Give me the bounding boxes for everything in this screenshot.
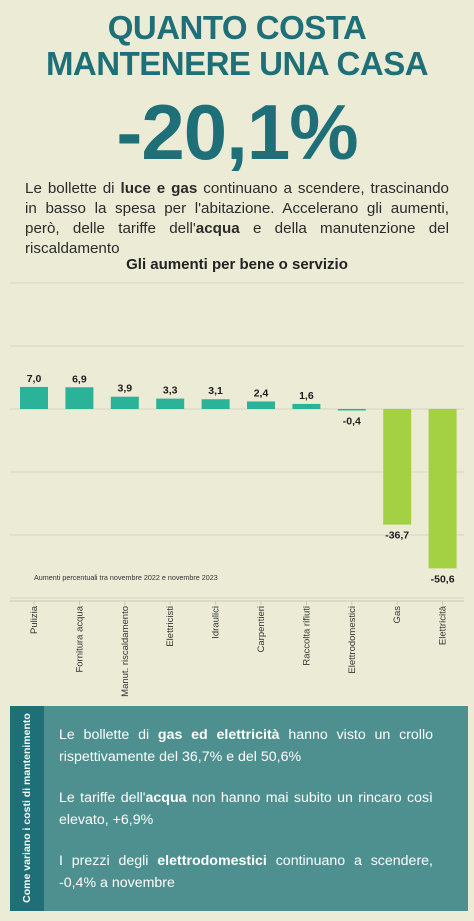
chart-note: Aumenti percentuali tra novembre 2022 e … [34,573,218,582]
summary-side-band [10,706,44,911]
chart-title: Gli aumenti per bene o servizio [126,256,348,273]
intro-text-2: continuano a scendere, trascinando in ba… [25,180,449,237]
bar [201,399,230,409]
category-label: Carpentieri [256,606,267,652]
data-label: 3,9 [117,383,132,395]
bar [156,398,185,409]
summary-box [10,706,468,911]
summary-item-3: I prezzi degli elettrodomestici continua… [59,850,433,894]
page-title: QUANTO COSTA MANTENERE UNA CASA [0,10,474,82]
bar [428,409,457,569]
data-label: 3,1 [208,385,223,397]
intro-bold-2: acqua [195,220,240,237]
intro-text-1: Le bollette di [25,180,121,197]
category-label: Elettricità [438,605,449,645]
summary-2-text-c: non hanno mai subito un rincaro così ele… [59,790,434,828]
summary-3-bold: elettrodomestici [157,853,267,869]
summary-item-1: Le bollette di gas ed elettricità hanno … [59,724,433,768]
category-label: Idraulici [211,606,222,639]
data-label: -36,7 [385,530,409,542]
category-label: Raccolta rifiuti [301,606,312,666]
data-label: 2,4 [254,387,269,399]
summary-1-text-a: Le bollette di [59,727,158,743]
data-label: 1,6 [299,390,314,402]
data-label: 6,9 [72,373,87,385]
bar [247,401,275,409]
title-line-2: MANTENERE UNA CASA [45,45,429,82]
bar [337,409,366,411]
summary-item-2: Le tariffe dell'acqua non hanno mai subi… [59,787,433,831]
bar [110,396,139,409]
category-label: Fornitura acqua [74,605,85,672]
bar [65,387,94,409]
summary-2-bold: acqua [145,790,187,806]
bar [383,409,412,525]
data-label: -50,6 [431,573,455,585]
bar [20,386,48,409]
headline-value: -20,1% [116,88,358,176]
category-label: Gas [392,606,403,624]
bar-chart: 7,0 Pulizia 6,9 Fornitura acqua 3,9 Manut. ri… [10,282,464,697]
title-line-1: QUANTO COSTA [107,9,367,46]
summary-1-bold: gas ed elettricità [157,727,280,743]
summary-side-label: Come variano i costi di mantenimento [21,713,33,903]
category-label: Manut. riscaldamento [120,606,131,697]
data-label: 3,3 [163,385,178,397]
bar [292,403,321,409]
summary-3-text-c: continuano a scendere, -0,4% a novembre [59,853,433,891]
category-label: Elettricisti [165,606,176,647]
intro-text-3: e della manutenzione del riscaldamento [25,220,449,257]
intro-paragraph: Le bollette di luce e gas continuano a s… [25,179,449,259]
intro-bold-1: luce e gas [120,180,198,197]
category-label: Pulizia [29,605,40,634]
data-label: 7,0 [27,373,42,385]
category-label: Elettrodomestici [347,606,358,674]
data-label: -0,4 [343,416,361,428]
summary-1-text-c: hanno visto un crollo rispettivamente de… [59,727,434,765]
summary-2-text-a: Le tariffe dell' [59,790,146,806]
summary-3-text-a: I prezzi degli [59,853,158,869]
